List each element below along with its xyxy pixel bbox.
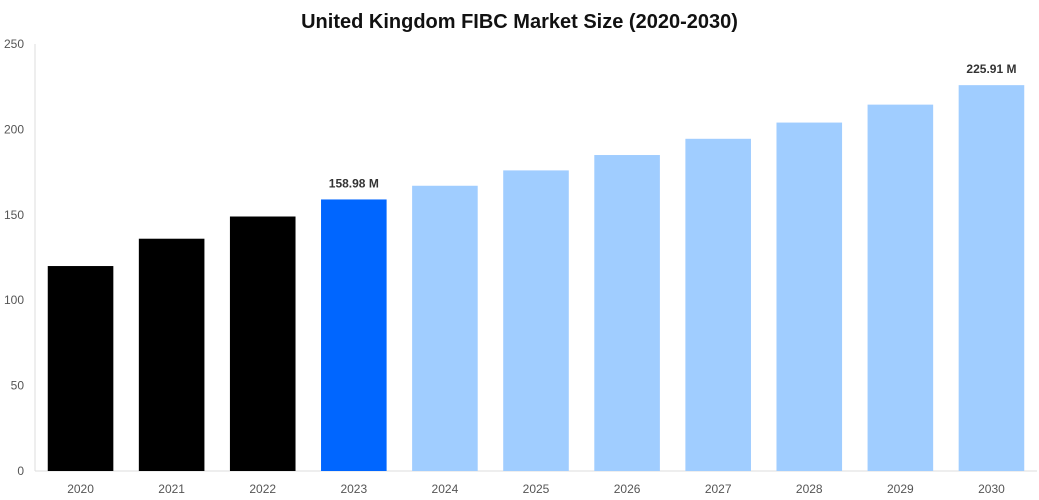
x-tick-label-2022: 2022 <box>249 482 276 496</box>
y-tick-label: 100 <box>4 293 24 307</box>
bars-group <box>47 85 1025 472</box>
chart-title: United Kingdom FIBC Market Size (2020-20… <box>301 11 738 33</box>
y-tick-label: 250 <box>4 37 24 51</box>
bar-2021 <box>138 238 205 471</box>
y-tick-label: 200 <box>4 122 24 136</box>
bar-2025 <box>503 170 569 471</box>
bar-2022 <box>229 216 296 471</box>
x-tick-label-2029: 2029 <box>887 482 914 496</box>
bar-2027 <box>685 138 751 471</box>
x-tick-label-2030: 2030 <box>978 482 1005 496</box>
bar-2024 <box>412 185 478 471</box>
y-tick-label: 0 <box>17 464 24 478</box>
x-tick-label-2028: 2028 <box>796 482 823 496</box>
x-tick-label-2024: 2024 <box>432 482 459 496</box>
bar-2028 <box>776 122 843 472</box>
y-axis-ticks: 0 50 100 150 200 250 <box>4 37 24 478</box>
data-label-2023: 158.98 M <box>329 176 379 190</box>
x-tick-label-2020: 2020 <box>67 482 94 496</box>
y-tick-label: 150 <box>4 208 24 222</box>
bar-2026 <box>594 155 660 471</box>
x-axis-ticks: 2020 2021 2022 2023 2024 2025 2026 2027 2028 2029… <box>67 482 1005 496</box>
bar-2020 <box>47 266 114 471</box>
bar-2023 <box>321 199 387 471</box>
x-tick-label-2023: 2023 <box>340 482 367 496</box>
bar-2029 <box>867 104 934 471</box>
x-tick-label-2026: 2026 <box>614 482 641 496</box>
data-label-2030: 225.91 M <box>966 62 1016 76</box>
bar-2030 <box>958 85 1025 471</box>
data-labels-group: 158.98 M 225.91 M <box>329 62 1017 190</box>
x-tick-label-2025: 2025 <box>523 482 550 496</box>
y-tick-label: 50 <box>11 379 25 393</box>
x-tick-label-2027: 2027 <box>705 482 732 496</box>
x-tick-label-2021: 2021 <box>158 482 185 496</box>
